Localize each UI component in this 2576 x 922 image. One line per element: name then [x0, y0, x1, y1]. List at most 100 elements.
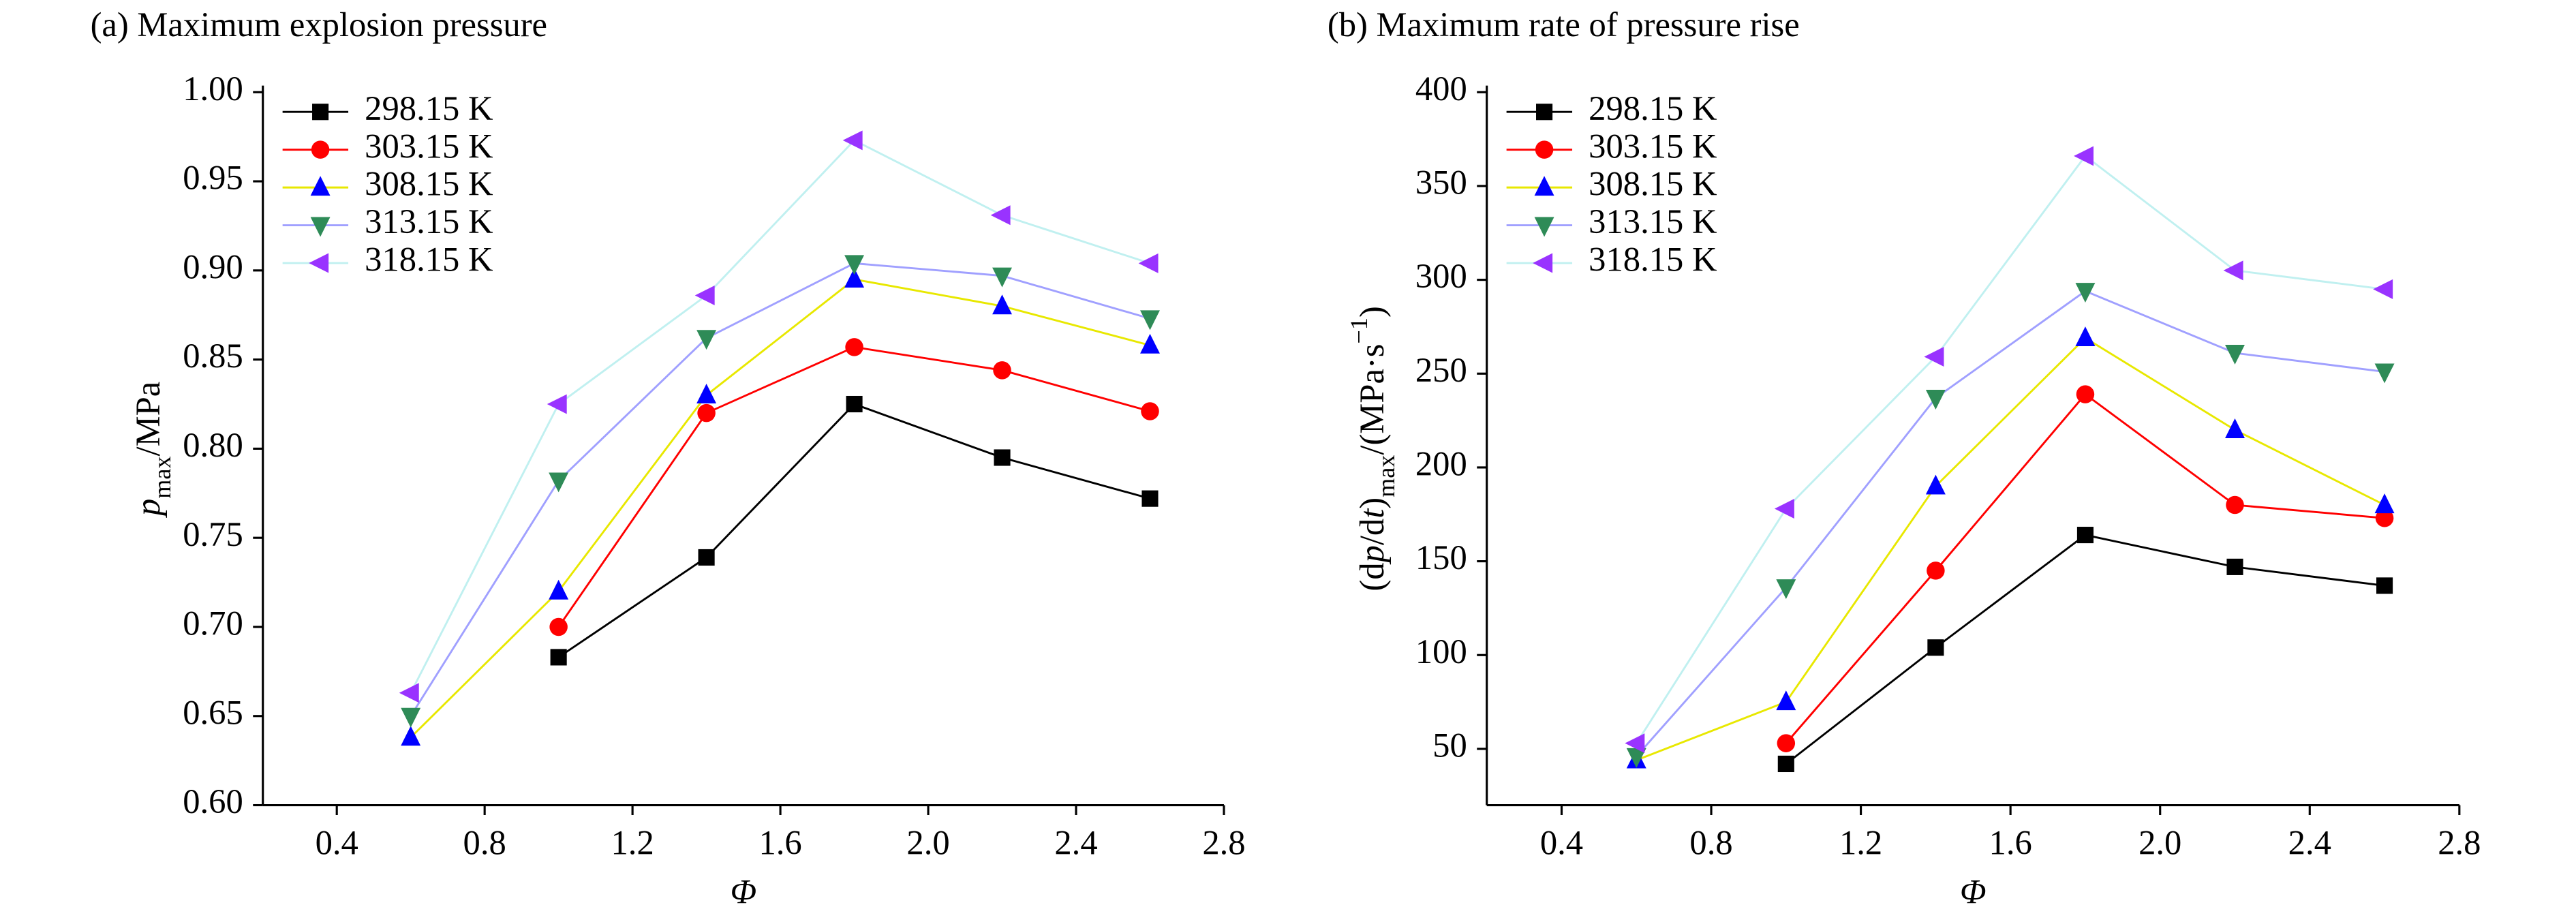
y-axis-label-part: )	[1352, 497, 1390, 509]
legend-label: 303.15 K	[1589, 127, 1717, 165]
y-axis-label-part: max	[149, 456, 176, 498]
x-axis-label: Φ	[731, 873, 757, 911]
series-line	[1636, 337, 2385, 761]
legend-label: 298.15 K	[365, 89, 493, 127]
y-axis-label-part: /d	[1352, 519, 1390, 545]
x-tick-label: 1.2	[1839, 823, 1882, 861]
x-tick-label: 2.0	[906, 823, 949, 861]
marker	[2226, 558, 2243, 575]
y-axis-label-part: p	[128, 499, 166, 518]
marker	[310, 176, 331, 196]
x-tick-label: 0.8	[463, 823, 506, 861]
y-tick-label: 0.90	[183, 247, 243, 286]
y-axis-label-part: /MPa	[128, 382, 166, 457]
marker	[1777, 734, 1796, 752]
marker	[2374, 493, 2395, 514]
marker	[1777, 755, 1794, 773]
marker	[1138, 253, 1159, 273]
marker	[1140, 310, 1160, 331]
y-axis-label-part: (d	[1352, 562, 1390, 591]
x-tick-label: 1.6	[758, 823, 801, 861]
legend-label: 313.15 K	[1589, 202, 1717, 241]
series-line	[410, 139, 1150, 694]
y-axis-label-part: p	[1352, 545, 1390, 564]
marker	[1774, 499, 1794, 519]
marker	[1536, 104, 1553, 121]
y-tick-label: 0.95	[183, 159, 243, 197]
marker	[842, 130, 863, 151]
marker	[697, 403, 716, 422]
y-tick-label: 100	[1415, 632, 1467, 671]
marker	[310, 217, 331, 237]
y-tick-label: 1.00	[183, 70, 243, 108]
marker	[1927, 639, 1944, 656]
marker	[698, 549, 715, 566]
marker	[1924, 347, 1944, 367]
marker	[2225, 418, 2245, 438]
marker	[993, 361, 1011, 380]
y-axis-label: pmax/MPa	[128, 382, 176, 518]
x-tick-label: 2.4	[2288, 823, 2331, 861]
y-tick-label: 50	[1432, 726, 1467, 765]
x-tick-label: 0.4	[316, 823, 358, 861]
marker	[2223, 260, 2243, 281]
marker	[696, 384, 717, 404]
marker	[2074, 146, 2094, 166]
marker	[550, 649, 567, 666]
x-axis-label: Φ	[1960, 873, 1987, 911]
legend-label: 318.15 K	[1589, 241, 1717, 279]
series-line	[557, 403, 1150, 658]
y-tick-label: 0.80	[183, 426, 243, 464]
y-axis-label-part: −1	[1345, 318, 1373, 343]
marker	[2374, 363, 2395, 384]
marker	[844, 268, 865, 288]
marker	[994, 449, 1011, 466]
y-tick-label: 250	[1415, 351, 1467, 389]
y-axis-label: (dp/dt)max/(MPa·s−1)	[1345, 306, 1400, 591]
marker	[845, 338, 863, 356]
marker	[1625, 733, 1645, 754]
y-axis-label-part: t	[1352, 508, 1390, 519]
marker	[1534, 176, 1554, 196]
marker	[992, 267, 1012, 288]
y-tick-label: 150	[1415, 538, 1467, 577]
series-line	[1785, 534, 2385, 765]
marker	[1925, 474, 1946, 495]
marker	[1534, 217, 1554, 237]
marker	[2075, 326, 2096, 347]
marker	[696, 330, 717, 350]
marker	[2375, 509, 2394, 527]
marker	[1776, 690, 1796, 711]
series-line	[557, 345, 1150, 628]
x-tick-label: 1.6	[1989, 823, 2032, 861]
legend-label: 298.15 K	[1589, 89, 1717, 127]
marker	[1925, 390, 1946, 410]
x-tick-label: 2.0	[2138, 823, 2181, 861]
marker	[1927, 562, 1945, 580]
legend-label: 318.15 K	[365, 241, 493, 279]
marker	[1140, 333, 1160, 354]
y-axis-label-part: max	[1373, 455, 1400, 497]
marker	[311, 140, 330, 159]
y-tick-label: 0.85	[183, 337, 243, 375]
marker	[1776, 579, 1796, 600]
x-tick-label: 0.4	[1540, 823, 1583, 861]
y-tick-label: 0.65	[183, 693, 243, 731]
marker	[844, 255, 865, 275]
marker	[2226, 495, 2244, 514]
marker	[1141, 490, 1159, 507]
marker	[1141, 402, 1159, 420]
legend-label: 303.15 K	[365, 127, 493, 165]
y-tick-label: 0.75	[183, 515, 243, 553]
marker	[1626, 748, 1646, 768]
y-tick-label: 350	[1415, 164, 1467, 202]
marker	[990, 205, 1011, 226]
legend-label: 313.15 K	[365, 202, 493, 241]
series-line	[1636, 154, 2385, 744]
series-line	[1636, 290, 2385, 757]
marker	[2075, 283, 2096, 303]
series-line	[410, 278, 1150, 739]
legend-label: 308.15 K	[365, 165, 493, 203]
